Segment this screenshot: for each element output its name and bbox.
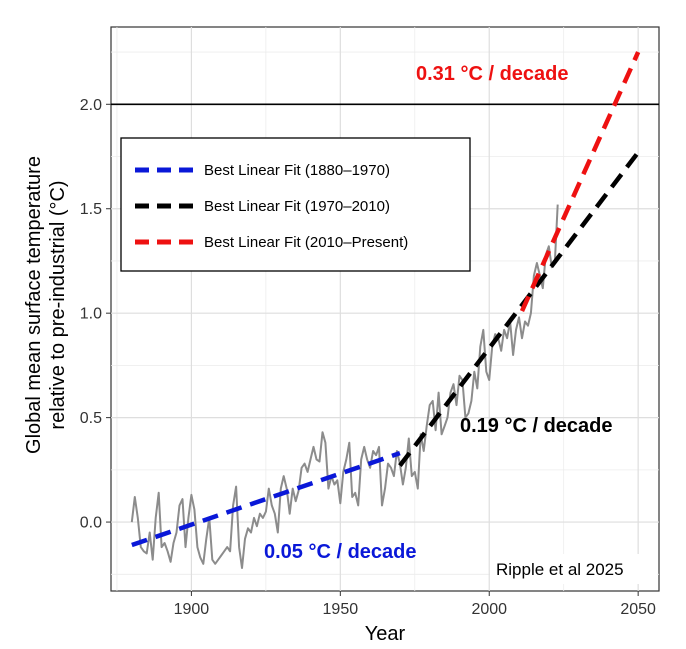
legend-label-red: Best Linear Fit (2010–Present) xyxy=(204,234,408,251)
fit-line-1970-2010 xyxy=(398,150,640,468)
axis-ticks: 1900 1950 2000 2050 0.0 0.5 1.0 1.5 2.0 xyxy=(80,97,656,618)
y-tick-label: 0.0 xyxy=(80,515,102,532)
x-tick-label: 1900 xyxy=(174,601,210,618)
legend: Best Linear Fit (1880–1970) Best Linear … xyxy=(120,137,471,272)
series-layer xyxy=(111,51,659,569)
x-tick-label: 1950 xyxy=(323,601,359,618)
credit-background xyxy=(490,554,657,584)
annotation-blue-rate: 0.05 °C / decade xyxy=(264,541,417,563)
annotation-red-rate: 0.31 °C / decade xyxy=(416,63,569,85)
y-axis-label-line-2: relative to pre-industrial (°C) xyxy=(47,180,69,429)
series-observed-temperature xyxy=(130,204,559,569)
fit-line-1880-1970 xyxy=(131,451,401,548)
plot-frame xyxy=(110,26,660,592)
plot-panel xyxy=(110,26,660,592)
y-axis-label-line-1: Global mean surface temperature xyxy=(23,156,45,454)
legend-label-blue: Best Linear Fit (1880–1970) xyxy=(204,162,390,179)
x-tick-label: 2000 xyxy=(471,601,507,618)
credit-text: Ripple et al 2025 xyxy=(496,560,624,579)
y-tick-label: 1.0 xyxy=(80,306,102,323)
y-tick-label: 0.5 xyxy=(80,410,102,427)
x-tick-label: 2050 xyxy=(620,601,656,618)
legend-label-black: Best Linear Fit (1970–2010) xyxy=(204,198,390,215)
fit-line-2010-present xyxy=(519,51,641,313)
y-tick-label: 1.5 xyxy=(80,201,102,218)
x-axis-label: Year xyxy=(365,623,406,645)
y-tick-label: 2.0 xyxy=(80,97,102,114)
annotation-black-rate: 0.19 °C / decade xyxy=(460,415,613,437)
